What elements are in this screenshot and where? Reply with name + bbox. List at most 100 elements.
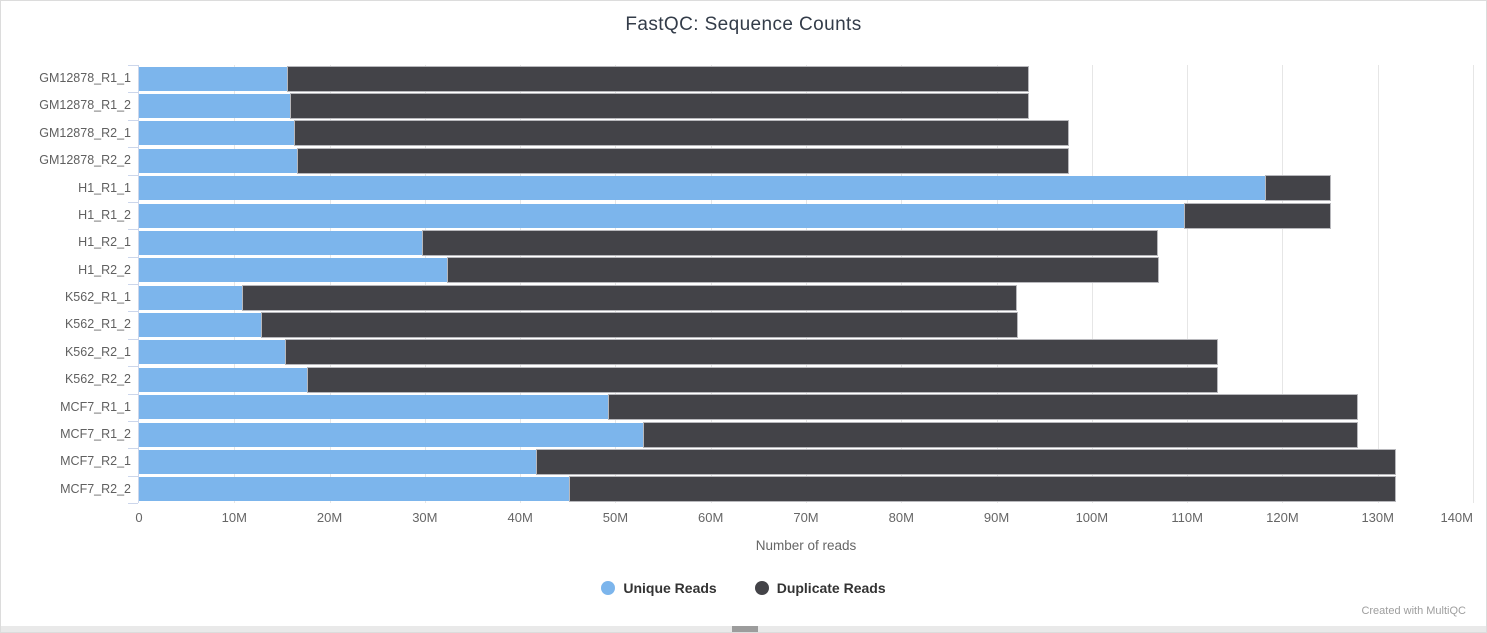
bar-row-gm12878_r2_1 bbox=[139, 121, 1069, 146]
y-axis-tick bbox=[128, 366, 138, 368]
y-axis-label: MCF7_R1_2 bbox=[60, 426, 131, 441]
gridline bbox=[1091, 65, 1093, 503]
gridline bbox=[1187, 65, 1189, 503]
x-axis-tick-label: 130M bbox=[1361, 510, 1394, 525]
unique-reads-segment[interactable] bbox=[139, 395, 609, 420]
bar-row-h1_r2_2 bbox=[139, 258, 1158, 283]
gridline bbox=[710, 65, 712, 503]
x-axis-tick-label: 40M bbox=[507, 510, 533, 525]
duplicate-reads-segment[interactable] bbox=[1266, 176, 1331, 201]
duplicate-reads-marker-icon bbox=[754, 581, 769, 595]
y-axis-tick bbox=[128, 420, 138, 422]
y-axis-tick bbox=[128, 475, 138, 477]
unique-reads-segment[interactable] bbox=[139, 66, 288, 91]
x-axis-tick-label: 50M bbox=[602, 510, 629, 525]
y-axis-label: H1_R1_1 bbox=[78, 180, 131, 195]
gridline bbox=[1473, 65, 1474, 503]
plot-area bbox=[128, 65, 1474, 504]
unique-reads-segment[interactable] bbox=[139, 203, 1186, 228]
duplicate-reads-segment[interactable] bbox=[537, 449, 1395, 474]
unique-reads-segment[interactable] bbox=[139, 313, 262, 338]
unique-reads-segment[interactable] bbox=[139, 422, 644, 447]
unique-reads-segment[interactable] bbox=[139, 258, 448, 283]
legend-item-duplicate-reads[interactable]: Duplicate Reads bbox=[754, 580, 886, 596]
bar-row-gm12878_r1_2 bbox=[139, 94, 1028, 119]
duplicate-reads-segment[interactable] bbox=[644, 422, 1357, 447]
y-axis-tick bbox=[128, 92, 138, 94]
y-axis-tick bbox=[128, 119, 138, 121]
duplicate-reads-segment[interactable] bbox=[285, 340, 1217, 365]
y-axis-tick bbox=[128, 256, 138, 258]
x-axis-tick-label: 70M bbox=[793, 510, 819, 525]
gridline bbox=[1377, 65, 1379, 503]
unique-reads-segment[interactable] bbox=[139, 367, 308, 392]
y-axis-tick bbox=[128, 311, 138, 313]
duplicate-reads-segment[interactable] bbox=[261, 313, 1017, 338]
legend-item-unique-reads[interactable]: Unique Reads bbox=[601, 580, 717, 596]
duplicate-reads-segment[interactable] bbox=[291, 94, 1028, 119]
y-axis-tick bbox=[128, 201, 138, 203]
duplicate-reads-segment[interactable] bbox=[1185, 203, 1331, 228]
bar-row-h1_r2_1 bbox=[139, 230, 1157, 255]
duplicate-reads-segment[interactable] bbox=[447, 258, 1158, 283]
x-axis-title: Number of reads bbox=[755, 538, 857, 553]
x-axis-tick-label: 100M bbox=[1075, 510, 1109, 525]
bar-row-mcf7_r2_2 bbox=[139, 477, 1395, 502]
gridline bbox=[1282, 65, 1284, 503]
unique-reads-segment[interactable] bbox=[139, 230, 423, 255]
x-axis-tick-label: 20M bbox=[316, 510, 343, 525]
y-axis-line bbox=[138, 65, 139, 503]
gridline bbox=[615, 65, 617, 503]
gridline bbox=[234, 65, 236, 503]
gridline bbox=[424, 65, 426, 503]
x-axis-tick-label: 0 bbox=[135, 510, 143, 525]
bar-row-gm12878_r2_2 bbox=[139, 148, 1069, 173]
bar-row-k562_r2_2 bbox=[139, 367, 1217, 392]
duplicate-reads-segment[interactable] bbox=[569, 477, 1395, 502]
duplicate-reads-segment[interactable] bbox=[422, 230, 1157, 255]
duplicate-reads-segment[interactable] bbox=[298, 148, 1069, 173]
bar-row-mcf7_r1_2 bbox=[139, 422, 1357, 447]
y-axis-tick bbox=[128, 174, 138, 176]
y-axis-label: H1_R2_1 bbox=[78, 235, 131, 250]
bar-row-h1_r1_1 bbox=[139, 176, 1331, 201]
unique-reads-segment[interactable] bbox=[139, 340, 286, 365]
bar-row-k562_r2_1 bbox=[139, 340, 1217, 365]
scrollbar-thumb[interactable] bbox=[732, 626, 758, 632]
bar-row-k562_r1_1 bbox=[139, 285, 1016, 310]
unique-reads-segment[interactable] bbox=[139, 285, 243, 310]
y-axis-tick bbox=[128, 448, 138, 450]
legend-label-unique: Unique Reads bbox=[623, 580, 717, 596]
duplicate-reads-segment[interactable] bbox=[295, 121, 1069, 146]
unique-reads-marker-icon bbox=[601, 581, 616, 595]
y-axis-label: MCF7_R2_1 bbox=[60, 454, 131, 469]
horizontal-scrollbar[interactable] bbox=[1, 626, 1486, 632]
y-axis-label: K562_R1_2 bbox=[64, 317, 131, 332]
unique-reads-segment[interactable] bbox=[139, 148, 299, 173]
y-axis-label: H1_R1_2 bbox=[78, 207, 131, 222]
gridline bbox=[806, 65, 807, 503]
bar-row-mcf7_r1_1 bbox=[139, 395, 1357, 420]
bar-row-gm12878_r1_1 bbox=[139, 66, 1028, 91]
bar-row-h1_r1_2 bbox=[139, 203, 1331, 228]
gridline bbox=[520, 65, 522, 503]
duplicate-reads-segment[interactable] bbox=[287, 66, 1028, 91]
x-axis-tick-label: 30M bbox=[412, 510, 438, 525]
y-axis-tick bbox=[128, 503, 138, 504]
legend-label-duplicate: Duplicate Reads bbox=[776, 580, 886, 596]
bar-row-k562_r1_2 bbox=[139, 313, 1017, 338]
unique-reads-segment[interactable] bbox=[139, 449, 538, 474]
unique-reads-segment[interactable] bbox=[139, 121, 296, 146]
unique-reads-segment[interactable] bbox=[139, 176, 1267, 201]
duplicate-reads-segment[interactable] bbox=[307, 367, 1217, 392]
y-axis-label: GM12878_R1_2 bbox=[39, 98, 131, 113]
duplicate-reads-segment[interactable] bbox=[242, 285, 1016, 310]
duplicate-reads-segment[interactable] bbox=[608, 395, 1357, 420]
y-axis-tick bbox=[128, 229, 138, 231]
x-axis-tick-label: 110M bbox=[1171, 510, 1203, 525]
y-axis-tick bbox=[128, 338, 138, 340]
y-axis-label: MCF7_R1_1 bbox=[60, 399, 131, 414]
unique-reads-segment[interactable] bbox=[139, 94, 292, 119]
unique-reads-segment[interactable] bbox=[139, 477, 570, 502]
legend: Unique Reads Duplicate Reads bbox=[1, 580, 1486, 596]
